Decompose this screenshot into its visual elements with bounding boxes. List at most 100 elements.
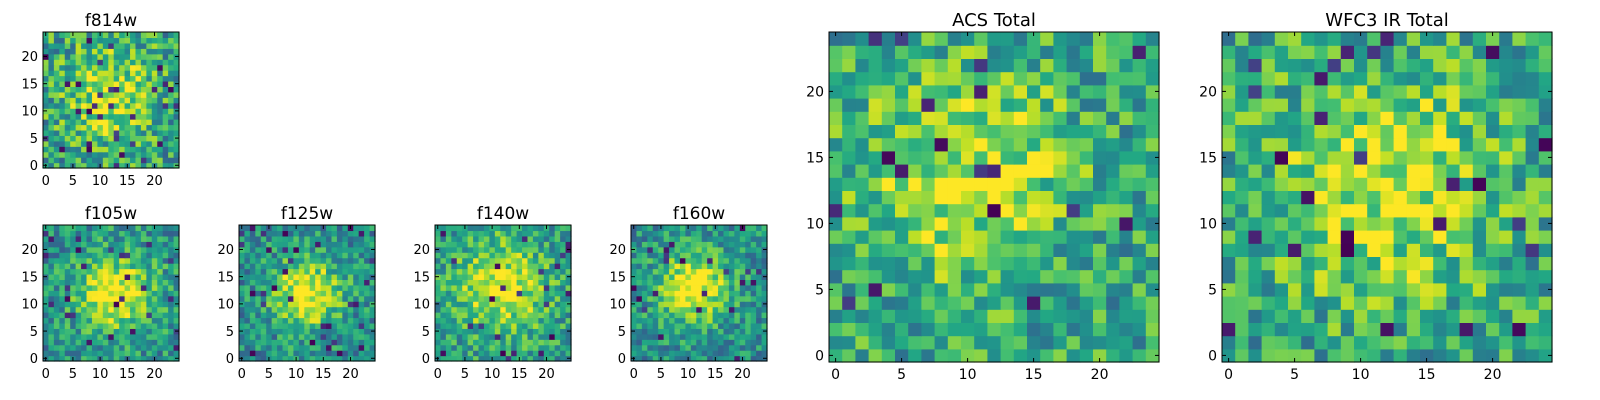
heatmap-cell [157, 80, 164, 87]
heatmap-cell [881, 335, 896, 350]
heatmap-cell [157, 295, 164, 302]
heatmap-cell [43, 279, 50, 286]
heatmap-cell [130, 80, 137, 87]
heatmap-cell [48, 32, 55, 39]
heatmap-cell [140, 257, 147, 264]
heatmap-cell [728, 263, 735, 270]
heatmap-cell [560, 279, 567, 286]
heatmap-cell [113, 295, 120, 302]
heatmap-cell [543, 230, 550, 237]
heatmap-cell [157, 241, 164, 248]
heatmap-cell [140, 225, 147, 232]
heatmap-cell [309, 235, 316, 242]
heatmap-cell [1079, 58, 1094, 73]
heatmap-cell [1301, 124, 1315, 139]
heatmap-cell [102, 306, 109, 313]
heatmap-cell [130, 59, 137, 66]
heatmap-cell [707, 268, 714, 275]
heatmap-cell [974, 335, 988, 350]
heatmap-cell [59, 306, 66, 313]
heatmap-cell [59, 257, 66, 264]
heatmap-cell [712, 263, 719, 270]
heatmap-cell [483, 273, 490, 280]
heatmap-cell [679, 268, 686, 275]
heatmap-cell [696, 252, 703, 259]
heatmap-cell [113, 48, 120, 55]
heatmap-cell [494, 295, 501, 302]
heatmap-cells [43, 225, 180, 362]
heatmap-cell [81, 312, 88, 319]
heatmap-cell [64, 42, 71, 49]
heatmap-cell [696, 230, 703, 237]
heatmap-cell [522, 312, 529, 319]
heatmap-cell [320, 235, 327, 242]
plot-frame [1221, 31, 1553, 363]
heatmap-cell [119, 241, 126, 248]
heatmap-cell [70, 263, 77, 270]
heatmap-cell [855, 230, 870, 244]
heatmap-cell [59, 151, 66, 158]
heatmap-cell [260, 263, 267, 270]
heatmap-cell [451, 355, 458, 362]
heatmap-cell [527, 241, 534, 248]
heatmap-cell [1093, 309, 1107, 323]
heatmap-cell [244, 328, 251, 335]
heatmap-cell [451, 284, 458, 291]
heatmap-cell [342, 235, 349, 242]
heatmap-cell [287, 350, 294, 357]
heatmap-cell [336, 225, 343, 232]
heatmap-cell [64, 246, 71, 253]
heatmap-cell [1119, 137, 1134, 152]
heatmap-cell [347, 252, 354, 259]
heatmap-cell [1314, 243, 1329, 257]
heatmap-cell [1486, 322, 1500, 337]
heatmap-cell [532, 268, 539, 275]
heatmap-cell [1354, 296, 1368, 310]
heatmap-cell [1433, 282, 1447, 297]
heatmap-cell [1301, 45, 1315, 59]
heatmap-cell [1040, 84, 1054, 99]
heatmap-cell [320, 301, 327, 308]
heatmap-cell [829, 150, 843, 165]
heatmap-cell [1499, 243, 1513, 257]
heatmap-cell [1040, 243, 1054, 257]
heatmap-cell [451, 252, 458, 259]
heatmap-cell [516, 350, 523, 357]
heatmap-cell [298, 339, 305, 346]
heatmap-cell [70, 252, 77, 259]
heatmap-cell [1380, 71, 1395, 86]
heatmap-cell [173, 241, 180, 248]
x-tick-label: 20 [1091, 367, 1109, 383]
heatmap-cell [718, 273, 725, 280]
heatmap-cell [647, 306, 654, 313]
heatmap-cell [440, 350, 447, 357]
heatmap-cell [135, 263, 142, 270]
heatmap-cell [1433, 84, 1447, 99]
heatmap-cell [1053, 124, 1068, 139]
heatmap-cell [298, 306, 305, 313]
heatmap-cell [75, 279, 82, 286]
heatmap-cell [309, 225, 316, 232]
heatmap-cell [239, 279, 246, 286]
heatmap-cell [516, 333, 523, 340]
heatmap-cell [1145, 177, 1160, 191]
heatmap-cell [1053, 322, 1068, 337]
heatmap-cell [734, 263, 741, 270]
heatmap-cell [75, 328, 82, 335]
heatmap-cell [718, 344, 725, 351]
heatmap-cell [829, 322, 843, 337]
heatmap-cell [91, 235, 98, 242]
heatmap-cell [353, 350, 360, 357]
heatmap-cell [1248, 282, 1263, 297]
heatmap-cell [739, 263, 746, 270]
heatmap-cell [527, 268, 534, 275]
heatmap-cell [157, 333, 164, 340]
heatmap-cell [734, 225, 741, 232]
heatmap-cell [1053, 137, 1068, 152]
heatmap-cell [511, 263, 518, 270]
heatmap-cell [1145, 32, 1160, 46]
heatmap-cell [135, 333, 142, 340]
heatmap-cell [1499, 203, 1513, 218]
heatmap-cell [326, 355, 333, 362]
heatmap-cell [119, 64, 126, 71]
